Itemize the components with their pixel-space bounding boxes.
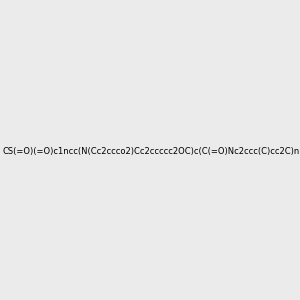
Text: CS(=O)(=O)c1ncc(N(Cc2ccco2)Cc2ccccc2OC)c(C(=O)Nc2ccc(C)cc2C)n1: CS(=O)(=O)c1ncc(N(Cc2ccco2)Cc2ccccc2OC)c…: [2, 147, 300, 156]
